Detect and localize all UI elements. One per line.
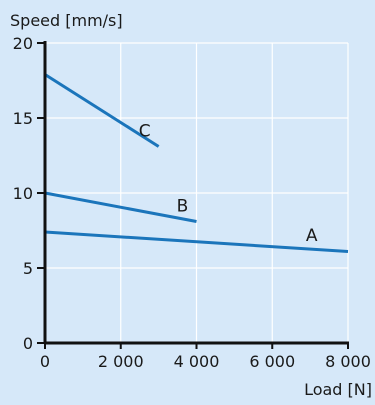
series-line-b — [44, 191, 197, 223]
x-tick-label: 2 000 — [98, 352, 144, 371]
x-axis-title: Load [N] — [304, 380, 372, 399]
x-tick-label: 0 — [40, 352, 50, 371]
series-lines — [44, 73, 349, 253]
y-tick-label: 15 — [13, 109, 33, 128]
series-line-a — [44, 230, 349, 253]
series-label-c: C — [139, 122, 151, 142]
series-labels: A B C — [139, 122, 318, 247]
x-tick-label: 6 000 — [249, 352, 295, 371]
grid — [45, 42, 349, 343]
series-label-a: A — [306, 226, 318, 246]
y-tick-label: 10 — [13, 184, 33, 203]
x-tick-label: 8 000 — [325, 352, 371, 371]
series-line-c — [44, 73, 160, 148]
y-axis-title: Speed [mm/s] — [10, 11, 123, 30]
y-tick-label: 20 — [13, 34, 33, 53]
y-tick-label: 0 — [23, 334, 33, 353]
series-label-b: B — [177, 197, 189, 217]
y-tick-label: 5 — [23, 259, 33, 278]
ticks: 0 5 10 15 20 0 2 000 4 000 6 000 8 000 — [13, 34, 371, 371]
x-tick-label: 4 000 — [174, 352, 220, 371]
